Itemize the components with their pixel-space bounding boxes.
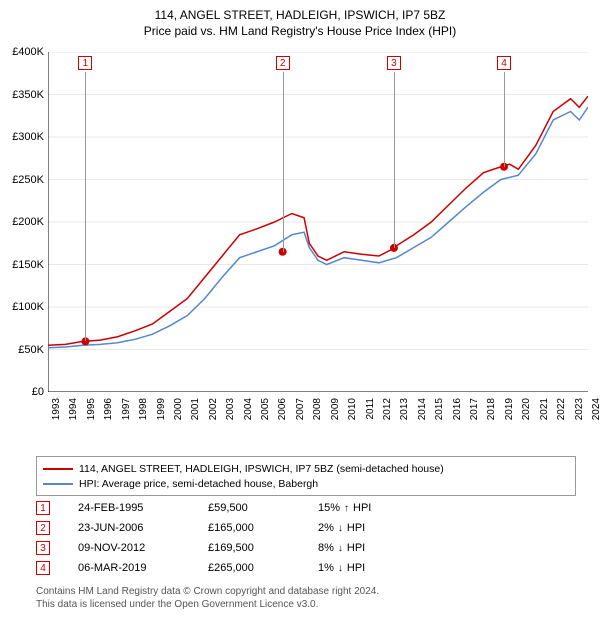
x-tick-label: 2016 xyxy=(452,398,463,420)
transaction-hpi: 8%↓HPI xyxy=(318,542,365,554)
down-arrow-icon: ↓ xyxy=(338,523,343,534)
x-tick-label: 2006 xyxy=(277,398,288,420)
transaction-flag: 3 xyxy=(387,56,401,70)
y-tick-label: £200K xyxy=(12,216,44,228)
x-tick-label: 2018 xyxy=(486,398,497,420)
x-tick-label: 2017 xyxy=(469,398,480,420)
transaction-date: 24-FEB-1995 xyxy=(78,502,208,514)
x-tick-label: 1997 xyxy=(121,398,132,420)
chart-title-block: 114, ANGEL STREET, HADLEIGH, IPSWICH, IP… xyxy=(0,0,600,42)
x-tick-label: 2004 xyxy=(243,398,254,420)
x-tick-label: 2020 xyxy=(521,398,532,420)
transaction-hpi: 1%↓HPI xyxy=(318,562,365,574)
transaction-date: 09-NOV-2012 xyxy=(78,542,208,554)
legend-swatch xyxy=(43,483,73,485)
y-tick-label: £400K xyxy=(12,46,44,58)
flag-connector xyxy=(85,72,86,341)
x-tick-label: 1998 xyxy=(138,398,149,420)
x-tick-label: 2001 xyxy=(190,398,201,420)
y-tick-label: £100K xyxy=(12,301,44,313)
x-tick-label: 1999 xyxy=(156,398,167,420)
up-arrow-icon: ↑ xyxy=(344,503,349,514)
footer-attribution: Contains HM Land Registry data © Crown c… xyxy=(36,585,379,611)
legend-label: HPI: Average price, semi-detached house,… xyxy=(79,478,318,490)
title-subtitle: Price paid vs. HM Land Registry's House … xyxy=(10,24,590,38)
x-tick-label: 2015 xyxy=(434,398,445,420)
x-tick-label: 2012 xyxy=(382,398,393,420)
footer-line1: Contains HM Land Registry data © Crown c… xyxy=(36,585,379,598)
x-tick-label: 2010 xyxy=(347,398,358,420)
x-tick-label: 2011 xyxy=(365,398,376,420)
down-arrow-icon: ↓ xyxy=(338,563,343,574)
x-tick-label: 2021 xyxy=(539,398,550,420)
price-chart xyxy=(48,52,588,392)
transaction-date: 06-MAR-2019 xyxy=(78,562,208,574)
y-tick-label: £250K xyxy=(12,174,44,186)
transaction-row: 4 06-MAR-2019£265,0001%↓HPI xyxy=(36,558,576,578)
down-arrow-icon: ↓ xyxy=(338,543,343,554)
x-tick-label: 2022 xyxy=(556,398,567,420)
y-tick-label: £50K xyxy=(18,344,44,356)
x-tick-label: 2005 xyxy=(260,398,271,420)
x-tick-label: 2003 xyxy=(225,398,236,420)
transaction-flag: 2 xyxy=(276,56,290,70)
x-tick-label: 2023 xyxy=(574,398,585,420)
footer-line2: This data is licensed under the Open Gov… xyxy=(36,598,379,611)
x-tick-label: 2009 xyxy=(330,398,341,420)
x-tick-label: 2024 xyxy=(591,398,600,420)
x-tick-label: 2014 xyxy=(417,398,428,420)
transaction-date: 23-JUN-2006 xyxy=(78,522,208,534)
transaction-marker: 3 xyxy=(36,541,50,555)
title-address: 114, ANGEL STREET, HADLEIGH, IPSWICH, IP… xyxy=(10,8,590,22)
x-tick-label: 1993 xyxy=(51,398,62,420)
y-axis: £0£50K£100K£150K£200K£250K£300K£350K£400… xyxy=(2,52,46,392)
flag-connector xyxy=(504,72,505,167)
transaction-marker: 1 xyxy=(36,501,50,515)
transaction-row: 2 23-JUN-2006£165,0002%↓HPI xyxy=(36,518,576,538)
legend-swatch xyxy=(43,468,73,470)
chart-area: £0£50K£100K£150K£200K£250K£300K£350K£400… xyxy=(48,52,588,422)
x-tick-label: 2007 xyxy=(295,398,306,420)
transaction-flag: 4 xyxy=(497,56,511,70)
x-tick-label: 1994 xyxy=(68,398,79,420)
x-tick-label: 1996 xyxy=(103,398,114,420)
x-tick-label: 2013 xyxy=(399,398,410,420)
x-tick-label: 2000 xyxy=(173,398,184,420)
y-tick-label: £300K xyxy=(12,131,44,143)
legend-item: 114, ANGEL STREET, HADLEIGH, IPSWICH, IP… xyxy=(43,461,569,476)
transaction-price: £169,500 xyxy=(208,542,318,554)
transaction-marker: 4 xyxy=(36,561,50,575)
x-axis: 1993 1994 1995 1996 1997 1998 1999 2000 2001 2002… xyxy=(48,394,588,424)
x-tick-label: 2019 xyxy=(504,398,515,420)
legend-label: 114, ANGEL STREET, HADLEIGH, IPSWICH, IP… xyxy=(79,463,444,475)
transaction-hpi: 2%↓HPI xyxy=(318,522,365,534)
y-tick-label: £0 xyxy=(32,386,44,398)
transaction-price: £265,000 xyxy=(208,562,318,574)
transaction-price: £165,000 xyxy=(208,522,318,534)
transaction-price: £59,500 xyxy=(208,502,318,514)
legend-item: HPI: Average price, semi-detached house,… xyxy=(43,476,569,491)
transaction-flag: 1 xyxy=(78,56,92,70)
transaction-row: 1 24-FEB-1995£59,50015%↑HPI xyxy=(36,498,576,518)
x-tick-label: 1995 xyxy=(86,398,97,420)
flag-connector xyxy=(394,72,395,248)
legend: 114, ANGEL STREET, HADLEIGH, IPSWICH, IP… xyxy=(36,456,576,496)
y-tick-label: £350K xyxy=(12,89,44,101)
transaction-marker: 2 xyxy=(36,521,50,535)
y-tick-label: £150K xyxy=(12,259,44,271)
x-tick-label: 2008 xyxy=(312,398,323,420)
x-tick-label: 2002 xyxy=(208,398,219,420)
transactions-table: 1 24-FEB-1995£59,50015%↑HPI 2 23-JUN-2006£1… xyxy=(36,498,576,578)
flag-connector xyxy=(283,72,284,252)
transaction-hpi: 15%↑HPI xyxy=(318,502,371,514)
transaction-row: 3 09-NOV-2012£169,5008%↓HPI xyxy=(36,538,576,558)
